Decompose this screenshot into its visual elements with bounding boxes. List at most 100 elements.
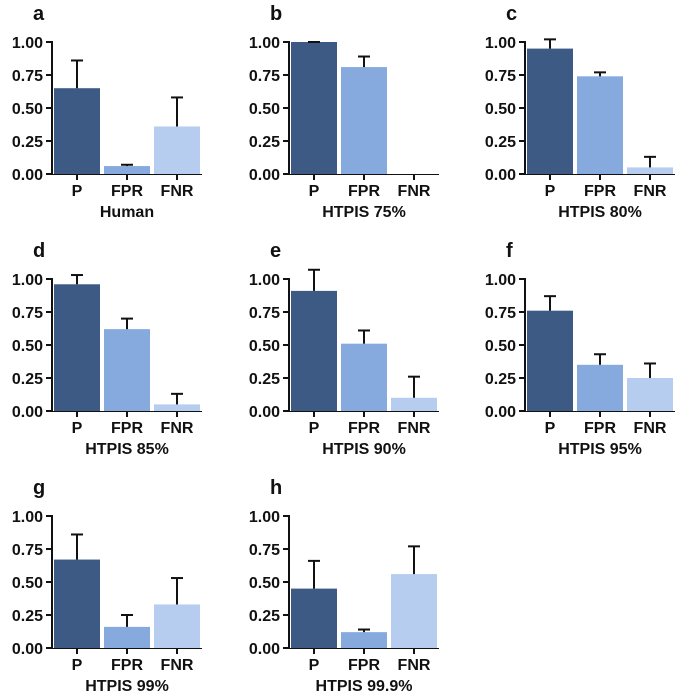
x-tick-label: FPR <box>584 420 616 437</box>
x-tick-label: FNR <box>161 420 194 437</box>
bar-fnr <box>391 574 437 648</box>
y-tick-label: 1.00 <box>249 509 280 526</box>
x-tick-label: FPR <box>348 183 380 200</box>
x-tick-label: P <box>309 420 320 437</box>
panel-letter: e <box>270 240 281 262</box>
y-tick-label: 0.75 <box>249 68 280 85</box>
bar-fnr <box>391 397 437 411</box>
y-tick-label: 0.00 <box>249 404 280 421</box>
y-tick-label: 0.00 <box>12 404 43 421</box>
y-tick-label: 0.00 <box>485 404 516 421</box>
panel-e: e 0.00 0.25 0.50 0.75 1.00 P FPR FNR HTPIS 90% <box>249 240 439 458</box>
bar-fnr <box>154 404 200 411</box>
panel-letter: d <box>33 240 45 262</box>
x-tick-label: FPR <box>111 183 143 200</box>
y-tick-label: 0.75 <box>12 68 43 85</box>
y-tick-label: 0.75 <box>249 305 280 322</box>
bar-fnr <box>154 126 200 174</box>
x-tick-label: FPR <box>584 183 616 200</box>
bar-fnr <box>154 604 200 648</box>
bar-p <box>291 42 337 174</box>
bar-fpr <box>577 364 623 411</box>
bar-fpr <box>104 626 150 648</box>
y-tick-label: 1.00 <box>485 35 516 52</box>
y-tick-label: 0.50 <box>12 101 43 118</box>
panel-letter: f <box>506 240 513 262</box>
bar-p <box>54 88 100 174</box>
bar-fpr <box>104 329 150 411</box>
x-tick-label: FNR <box>161 657 194 674</box>
x-tick-label: FNR <box>634 183 667 200</box>
y-tick-label: 0.00 <box>249 641 280 658</box>
panel-d: d 0.00 0.25 0.50 0.75 1.00 P FPR FNR HTPIS 85% <box>12 240 202 458</box>
bar-p <box>291 290 337 411</box>
panel-a: a 0.00 0.25 0.50 0.75 1.00 P FPR FNR Human <box>12 3 202 221</box>
y-tick-label: 1.00 <box>249 272 280 289</box>
x-tick-label: P <box>545 420 556 437</box>
x-tick-label: P <box>72 183 83 200</box>
y-tick-label: 0.50 <box>12 338 43 355</box>
bar-p <box>54 284 100 411</box>
bar-fpr <box>341 67 387 174</box>
x-tick-label: P <box>309 183 320 200</box>
panel-letter: c <box>506 3 517 25</box>
panel-xlabel: HTPIS 99% <box>85 678 169 695</box>
x-tick-label: FPR <box>348 420 380 437</box>
y-tick-label: 0.50 <box>249 338 280 355</box>
y-tick-label: 1.00 <box>249 35 280 52</box>
y-tick-label: 0.25 <box>485 371 516 388</box>
panel-xlabel: HTPIS 85% <box>85 441 169 458</box>
x-tick-label: FPR <box>348 657 380 674</box>
x-tick-label: FNR <box>161 183 194 200</box>
bar-fnr <box>627 167 673 174</box>
y-tick-label: 0.25 <box>12 371 43 388</box>
panel-xlabel: Human <box>100 204 154 221</box>
bar-fpr <box>577 76 623 174</box>
x-tick-label: FNR <box>634 420 667 437</box>
panel-g: g 0.00 0.25 0.50 0.75 1.00 P FPR FNR HTPIS 99% <box>12 477 202 695</box>
x-tick-label: FPR <box>111 420 143 437</box>
y-tick-label: 0.00 <box>485 167 516 184</box>
y-tick-label: 1.00 <box>12 35 43 52</box>
bar-fpr <box>104 166 150 174</box>
y-tick-label: 0.50 <box>249 575 280 592</box>
panel-letter: a <box>33 3 45 25</box>
bar-fpr <box>341 632 387 648</box>
x-tick-label: FNR <box>398 657 431 674</box>
y-tick-label: 0.75 <box>12 305 43 322</box>
y-tick-label: 0.00 <box>249 167 280 184</box>
x-tick-label: P <box>545 183 556 200</box>
y-tick-label: 0.00 <box>12 167 43 184</box>
panel-xlabel: HTPIS 90% <box>322 441 406 458</box>
y-tick-label: 0.25 <box>12 134 43 151</box>
bar-fpr <box>341 343 387 411</box>
y-tick-label: 0.75 <box>485 305 516 322</box>
y-tick-label: 1.00 <box>12 509 43 526</box>
panel-xlabel: HTPIS 75% <box>322 204 406 221</box>
bar-p <box>291 588 337 648</box>
bar-p <box>527 48 573 174</box>
panel-letter: b <box>270 3 282 25</box>
panel-h: h 0.00 0.25 0.50 0.75 1.00 P FPR FNR HTPIS 99.9% <box>249 477 439 695</box>
bar-p <box>527 310 573 411</box>
x-tick-label: FNR <box>398 183 431 200</box>
y-tick-label: 0.75 <box>12 542 43 559</box>
x-tick-label: P <box>72 420 83 437</box>
y-tick-label: 0.25 <box>249 608 280 625</box>
y-tick-label: 0.75 <box>249 542 280 559</box>
bar-fnr <box>627 378 673 411</box>
y-tick-label: 0.25 <box>12 608 43 625</box>
panel-xlabel: HTPIS 99.9% <box>316 678 413 695</box>
y-tick-label: 0.00 <box>12 641 43 658</box>
y-tick-label: 1.00 <box>12 272 43 289</box>
bar-p <box>54 559 100 648</box>
y-tick-label: 1.00 <box>485 272 516 289</box>
panel-letter: g <box>33 477 45 499</box>
panel-f: f 0.00 0.25 0.50 0.75 1.00 P FPR FNR HTPIS 95% <box>485 240 675 458</box>
panel-letter: h <box>270 477 282 499</box>
y-tick-label: 0.75 <box>485 68 516 85</box>
panel-c: c 0.00 0.25 0.50 0.75 1.00 P FPR FNR HTPIS 80% <box>485 3 675 221</box>
y-tick-label: 0.50 <box>249 101 280 118</box>
panel-b: b 0.00 0.25 0.50 0.75 1.00 P FPR FNR HTPIS 75% <box>249 3 439 221</box>
